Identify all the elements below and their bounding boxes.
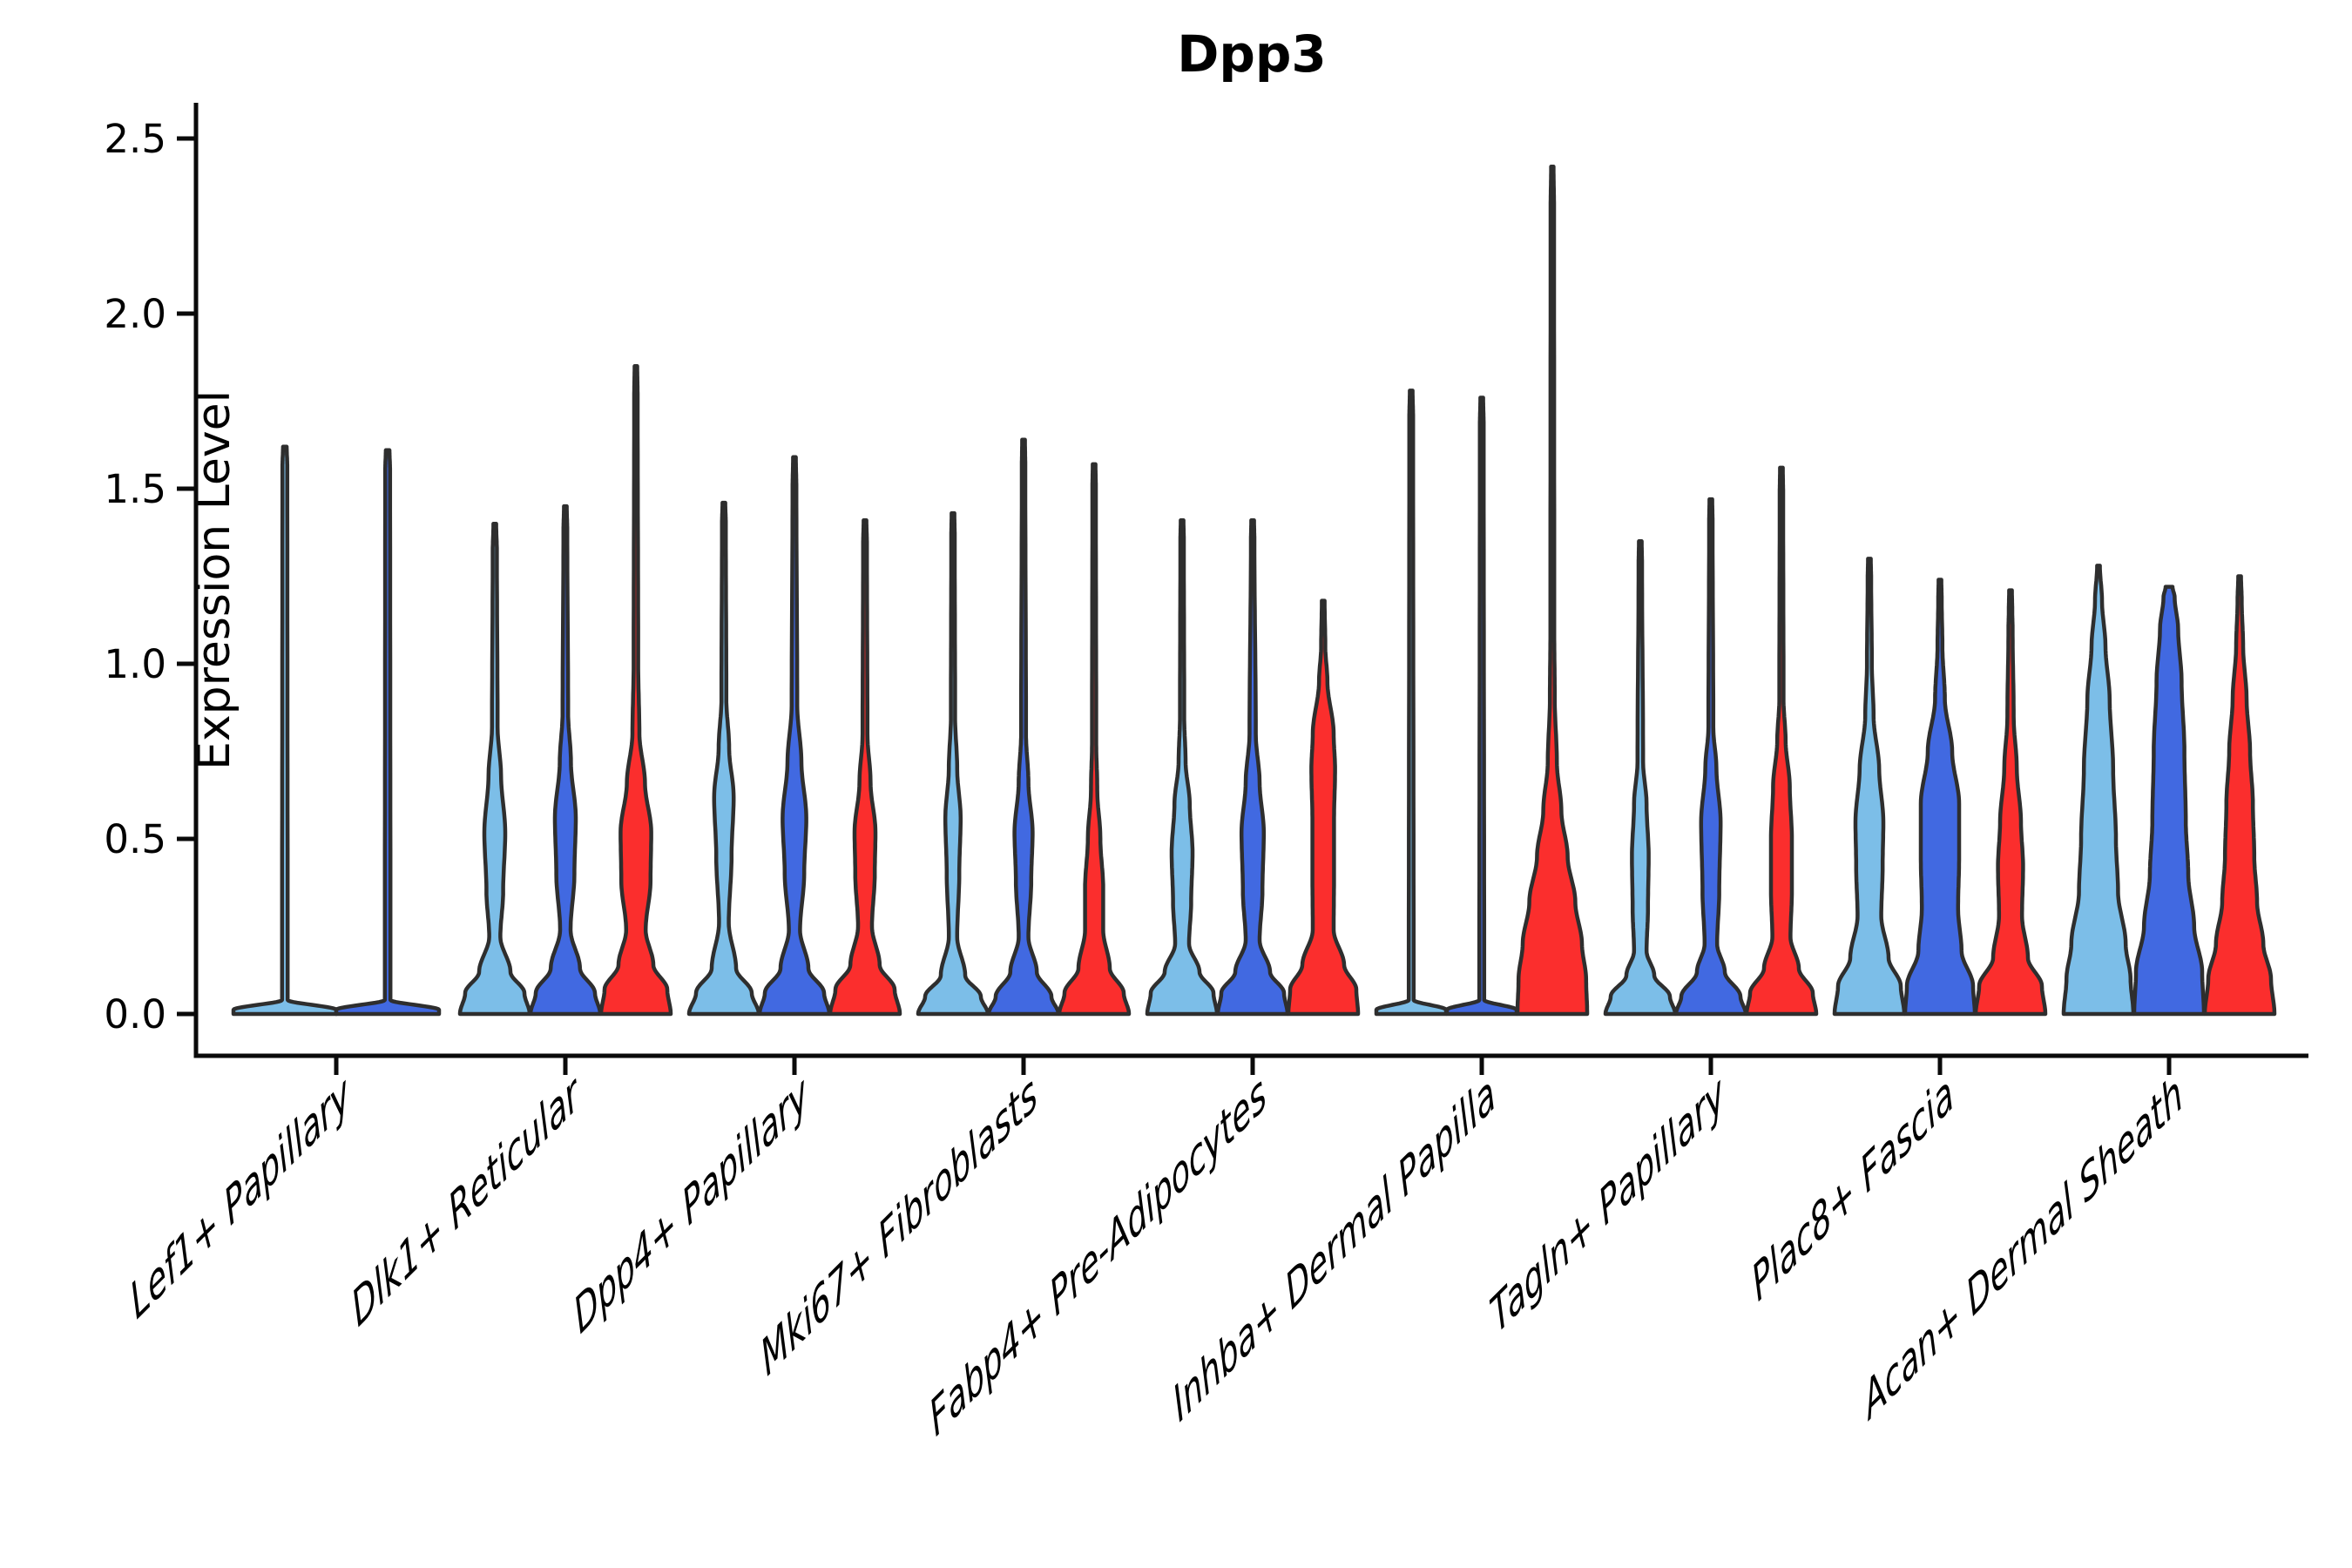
- violin-0-0: [231, 444, 339, 1017]
- x-tick-label-7: Plac8+ Fascia: [1747, 1063, 1958, 1313]
- y-tick-label: 1.0: [104, 641, 166, 687]
- x-tick-label-2: Dpp4+ Papillary: [569, 1063, 814, 1346]
- violin-7-0: [1832, 557, 1907, 1017]
- violin-4-1: [1215, 517, 1290, 1017]
- violin-8-0: [2061, 564, 2136, 1017]
- chart-title: Dpp3: [1177, 24, 1327, 84]
- violin-2-1: [757, 455, 832, 1017]
- y-tick-label: 0.5: [104, 816, 166, 862]
- y-tick-label: 1.5: [104, 466, 166, 512]
- x-tick-label-6: Tagln+ Papillary: [1485, 1063, 1730, 1345]
- x-tick-label-0: Lef1+ Papillary: [125, 1063, 355, 1331]
- violin-4-0: [1145, 517, 1220, 1017]
- violin-1-2: [598, 364, 673, 1017]
- violin-2-2: [828, 517, 902, 1017]
- y-tick-label: 0.0: [104, 991, 166, 1037]
- violin-6-0: [1603, 539, 1678, 1017]
- violin-1-1: [528, 504, 603, 1017]
- violin-8-2: [2202, 574, 2277, 1017]
- violin-5-0: [1374, 389, 1449, 1017]
- violin-5-1: [1444, 395, 1519, 1017]
- violin-5-2: [1515, 164, 1590, 1017]
- violin-3-0: [916, 510, 990, 1017]
- violin-7-2: [1973, 588, 2048, 1017]
- violin-3-2: [1057, 462, 1132, 1017]
- violin-3-1: [986, 437, 1061, 1017]
- violin-6-1: [1673, 497, 1748, 1017]
- violin-7-1: [1903, 578, 1977, 1017]
- violin-0-1: [334, 448, 442, 1017]
- violin-1-0: [457, 521, 532, 1017]
- violin-2-0: [686, 500, 761, 1017]
- y-tick-label: 2.5: [104, 116, 166, 162]
- violin-8-1: [2132, 585, 2207, 1017]
- y-tick-label: 2.0: [104, 291, 166, 337]
- violin-4-2: [1286, 598, 1361, 1017]
- violin-6-2: [1744, 465, 1819, 1017]
- x-tick-label-1: Dlk1+ Reticular: [347, 1062, 585, 1339]
